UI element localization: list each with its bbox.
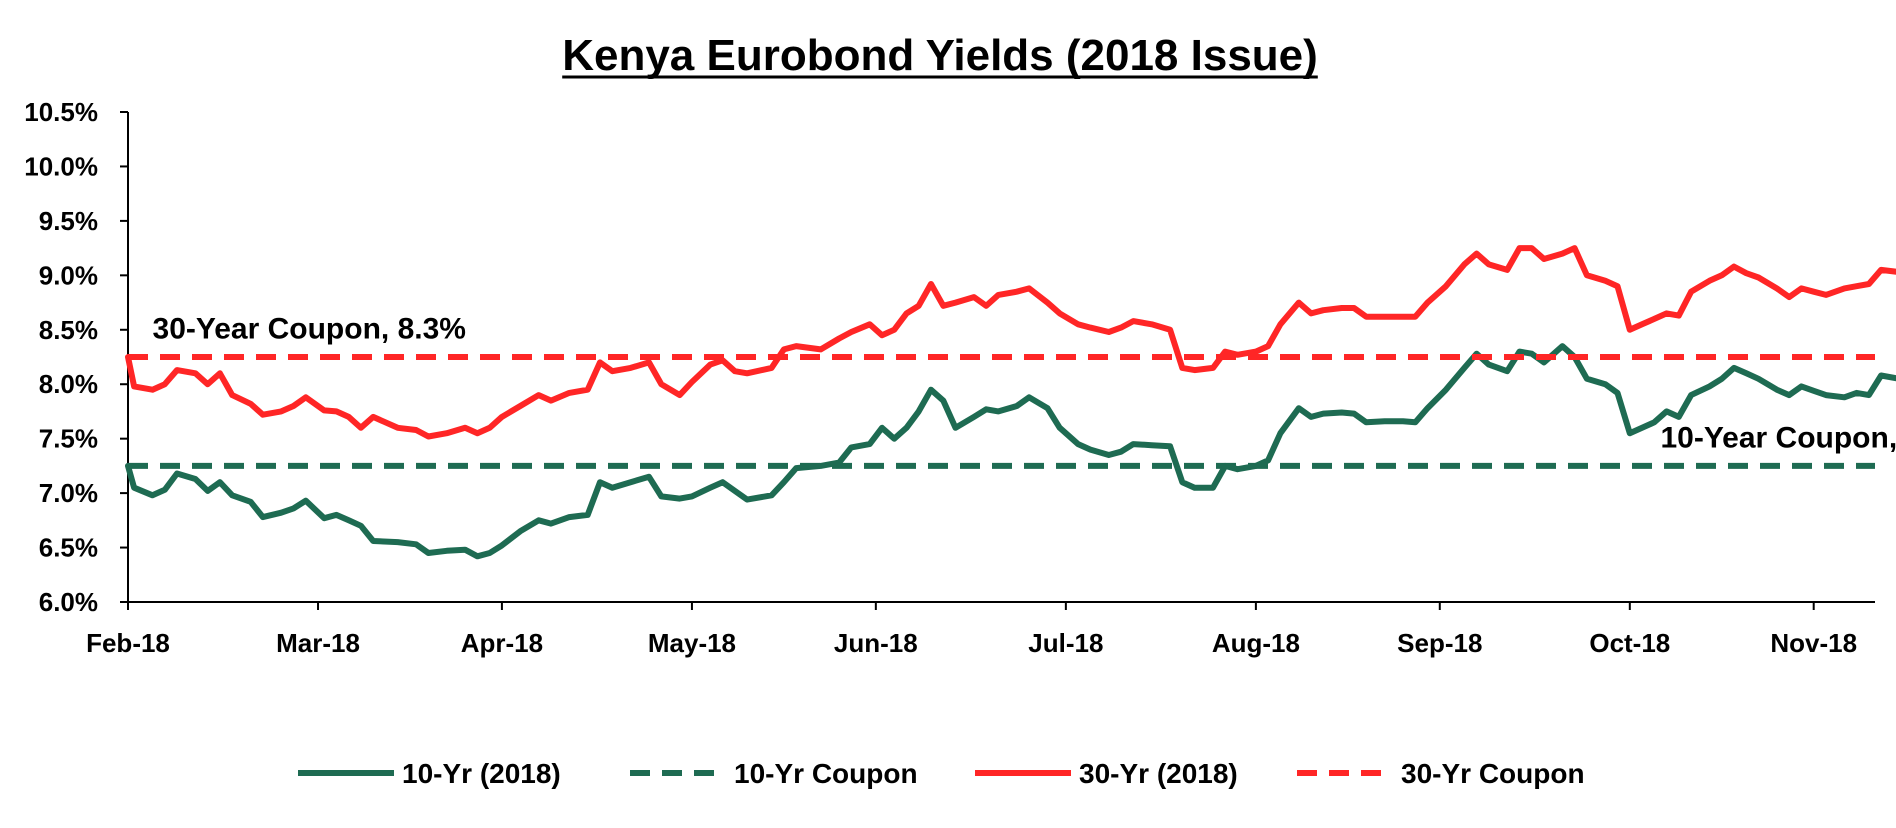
x-tick-label: Feb-18 — [86, 628, 170, 658]
y-tick-label: 8.5% — [39, 315, 98, 345]
y-tick-label: 6.0% — [39, 587, 98, 617]
series-line-3 — [125, 245, 1896, 440]
chart-title: Kenya Eurobond Yields (2018 Issue) — [562, 31, 1318, 80]
y-tick-label: 7.0% — [39, 478, 98, 508]
series-line-1 — [125, 343, 1896, 560]
x-tick-label: Aug-18 — [1212, 628, 1300, 658]
legend: 10-Yr (2018) 10-Yr Coupon 30-Yr (2018) 30-Y… — [298, 758, 1585, 789]
x-tick-label: Apr-18 — [461, 628, 543, 658]
annotation-label: 10-Year Coupon, 7.3% — [1660, 421, 1896, 454]
y-tick-label: 10.0% — [24, 151, 98, 181]
legend-label: 10-Yr (2018) — [402, 758, 561, 789]
y-tick-label: 9.5% — [39, 206, 98, 236]
x-tick-label: May-18 — [648, 628, 736, 658]
legend-label: 30-Yr (2018) — [1079, 758, 1238, 789]
x-tick-label: Oct-18 — [1589, 628, 1670, 658]
y-tick-label: 7.5% — [39, 424, 98, 454]
y-tick-label: 6.5% — [39, 533, 98, 563]
x-axis: Feb-18 Mar-18 Apr-18 May-18 Jun-18 Jul-18 Aug-… — [86, 601, 1875, 658]
x-tick-label: Sep-18 — [1397, 628, 1482, 658]
series-lines — [125, 245, 1896, 560]
x-tick-label: Mar-18 — [276, 628, 360, 658]
y-tick-label: 10.5% — [24, 97, 98, 127]
legend-label: 30-Yr Coupon — [1401, 758, 1585, 789]
y-tick-label: 8.0% — [39, 369, 98, 399]
annotation-label: 30-Year Coupon, 8.3% — [153, 312, 466, 345]
x-tick-label: Nov-18 — [1770, 628, 1857, 658]
x-tick-label: Jul-18 — [1028, 628, 1103, 658]
x-tick-label: Jun-18 — [834, 628, 918, 658]
y-tick-label: 9.0% — [39, 260, 98, 290]
annotations: 30-Year Coupon, 8.3% 10-Year Coupon, 7.3%… — [153, 312, 1896, 454]
legend-label: 10-Yr Coupon — [734, 758, 918, 789]
y-axis: 6.0% 6.5% 7.0% 7.5% 8.0% 8.5% 9.0% 9.5% 10.0% 10.… — [24, 97, 129, 617]
